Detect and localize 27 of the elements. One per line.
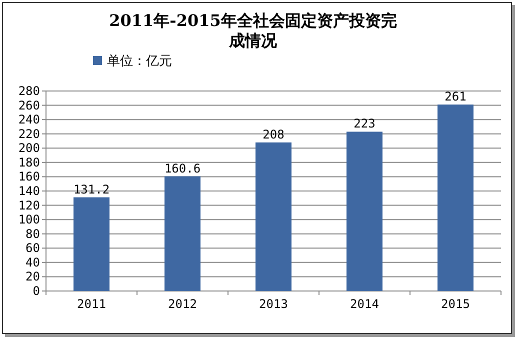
y-tick-label: 260 bbox=[18, 98, 40, 112]
y-tick-label: 0 bbox=[32, 284, 40, 298]
legend-label: 单位：亿元 bbox=[107, 54, 172, 69]
y-tick-label: 240 bbox=[18, 112, 40, 127]
x-tick-label: 2013 bbox=[259, 297, 288, 311]
y-tick-label: 20 bbox=[26, 270, 40, 284]
y-tick-label: 160 bbox=[18, 170, 40, 184]
y-tick-label: 180 bbox=[18, 155, 40, 170]
y-tick-label: 220 bbox=[18, 126, 40, 141]
data-label: 160.6 bbox=[164, 161, 201, 176]
y-tick-label: 40 bbox=[26, 255, 40, 270]
data-label: 261 bbox=[444, 90, 466, 104]
data-label: 131.2 bbox=[73, 182, 110, 196]
x-tick-label: 2011 bbox=[77, 297, 106, 311]
y-tick-label: 80 bbox=[26, 226, 40, 241]
y-tick-label: 140 bbox=[18, 184, 40, 198]
x-tick-label: 2014 bbox=[350, 297, 379, 311]
x-tick-label: 2015 bbox=[441, 297, 470, 311]
x-tick-label: 2012 bbox=[168, 297, 197, 311]
y-tick-label: 120 bbox=[18, 198, 40, 212]
title: 2011年-2015年全社会固定资产投资完成情况 bbox=[108, 11, 398, 51]
y-tick-label: 60 bbox=[26, 241, 40, 256]
y-tick-label: 200 bbox=[18, 141, 40, 156]
y-tick-label: 100 bbox=[18, 212, 40, 227]
data-label: 223 bbox=[354, 116, 376, 131]
y-tick-label: 280 bbox=[18, 84, 40, 98]
data-label: 208 bbox=[262, 127, 284, 142]
